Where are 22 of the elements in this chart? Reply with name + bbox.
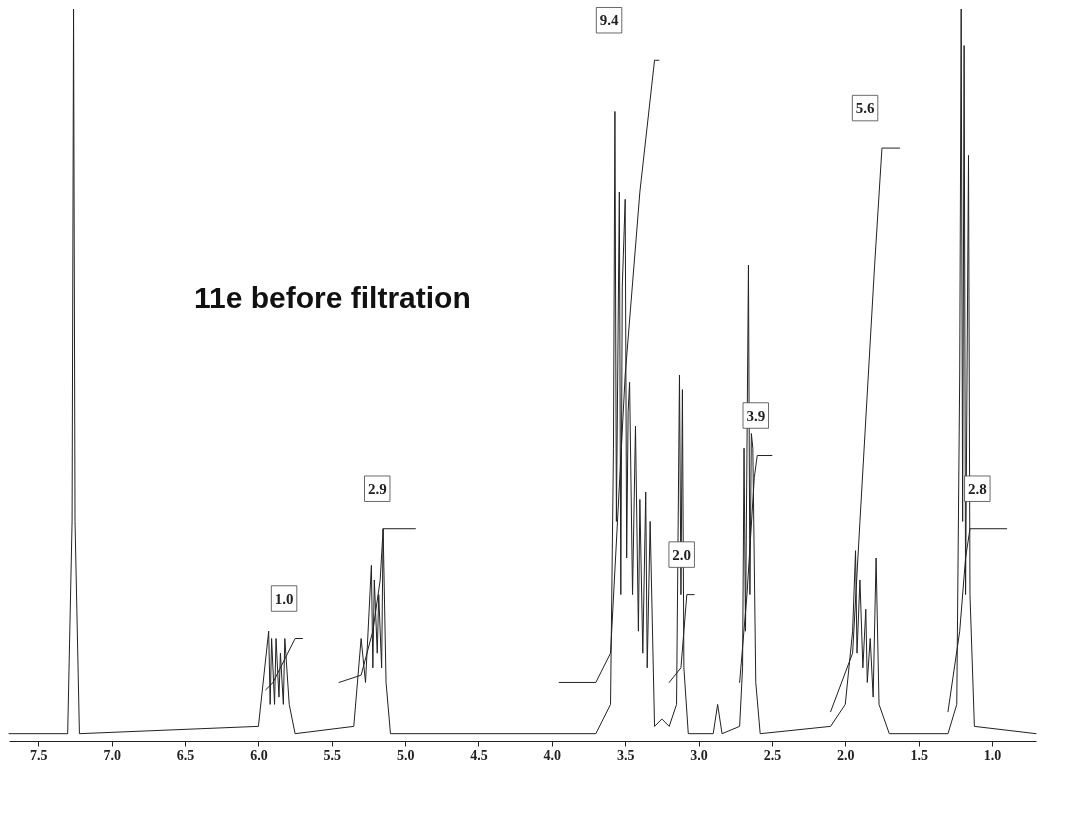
x-tick-label: 3.5 [616,747,635,763]
text: 11e before filtration [194,281,471,314]
x-tick-label: 2.0 [837,747,855,763]
annotation: 2.0 [672,546,692,563]
x-tick-label: 7.5 [30,747,48,763]
x-tick-label: 1.0 [983,747,1002,763]
x-tick-label: 3.0 [690,747,708,763]
x-tick-label: 6.0 [250,747,268,763]
x-tick-label: 7.0 [103,747,121,763]
x-tick-label: 2.5 [763,747,782,763]
annotation: 1.0 [274,590,294,607]
x-tick-label: 4.5 [470,747,488,763]
annotation: 2.9 [367,480,387,497]
x-tick-label: 4.0 [543,747,562,763]
annotation: 5.6 [855,100,875,117]
x-tick-label: 6.5 [176,747,195,763]
annotation: 9.4 [599,12,619,29]
annotation: 2.8 [967,480,987,497]
x-tick-label: 5.0 [396,747,415,763]
x-tick-label: 1.5 [910,747,928,763]
x-tick-label: 5.5 [323,747,342,763]
annotation: 3.9 [746,407,766,424]
